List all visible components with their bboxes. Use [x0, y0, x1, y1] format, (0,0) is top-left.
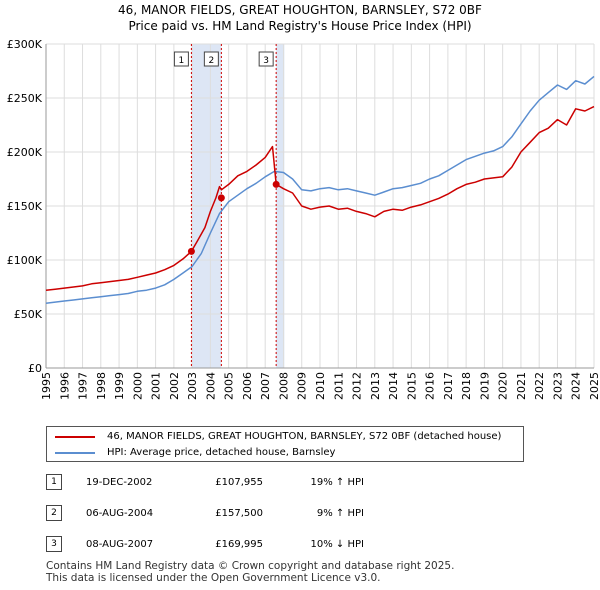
- x-tick-label: 2010: [314, 372, 327, 400]
- x-tick-label: 2016: [424, 372, 437, 400]
- sale-price: £157,500: [215, 508, 263, 519]
- sale-number-badge: 1: [46, 474, 62, 490]
- x-tick-label: 2017: [442, 372, 455, 400]
- price-chart: £0 £50K £100K £150K £200K £250K £300K 1995 1996 1…: [7, 38, 600, 400]
- x-tick-label: 1998: [95, 372, 108, 400]
- x-tick-label: 2011: [332, 372, 345, 400]
- table-row: 3 08-AUG-2007 £169,995 10% ↓ HPI: [46, 536, 546, 554]
- chart-legend: 46, MANOR FIELDS, GREAT HOUGHTON, BARNSL…: [46, 426, 524, 462]
- x-tick-label: 2014: [387, 372, 400, 400]
- legend-swatch-hpi: [55, 452, 95, 454]
- sale-hpi-diff: 10% ↓ HPI: [310, 539, 364, 550]
- sale-number-badge: 2: [46, 505, 62, 521]
- legend-label-hpi: HPI: Average price, detached house, Barn…: [107, 447, 336, 458]
- x-tick-label: 2021: [515, 372, 528, 400]
- x-tick-label: 2001: [150, 372, 163, 400]
- sale-hpi-diff: 19% ↑ HPI: [310, 477, 364, 488]
- y-tick-label: £150K: [7, 200, 43, 213]
- sale-label: 1: [179, 56, 185, 66]
- sale-label: 3: [263, 56, 269, 66]
- sale-hpi-diff: 9% ↑ HPI: [316, 508, 364, 519]
- footer-license: This data is licensed under the Open Gov…: [46, 572, 381, 584]
- sale-point: [187, 247, 195, 255]
- x-tick-label: 2008: [277, 372, 290, 400]
- x-tick-label: 2019: [478, 372, 491, 400]
- sale-price: £169,995: [215, 539, 263, 550]
- x-tick-label: 2002: [168, 372, 181, 400]
- sale-date: 06-AUG-2004: [86, 508, 154, 519]
- legend-swatch-property: [55, 436, 95, 438]
- y-tick-label: £200K: [7, 146, 43, 159]
- y-tick-label: £250K: [7, 92, 43, 105]
- footer-copyright: Contains HM Land Registry data © Crown c…: [46, 560, 455, 572]
- chart-title-line1: 46, MANOR FIELDS, GREAT HOUGHTON, BARNSL…: [118, 3, 482, 17]
- y-tick-label: £0: [28, 362, 42, 375]
- x-tick-label: 1999: [113, 372, 126, 400]
- sale-label-box: [258, 51, 274, 67]
- sale-number-badge: 3: [46, 536, 62, 552]
- chart-title-line2: Price paid vs. HM Land Registry's House …: [128, 19, 472, 33]
- x-tick-label: 2023: [551, 372, 564, 400]
- x-tick-label: 2018: [460, 372, 473, 400]
- y-tick-label: £100K: [7, 254, 43, 267]
- x-tick-label: 2022: [533, 372, 546, 400]
- sale-label-box: [203, 51, 219, 67]
- x-tick-label: 2003: [186, 372, 199, 400]
- x-tick-label: 2024: [570, 372, 583, 400]
- sale-date: 19-DEC-2002: [86, 477, 153, 488]
- x-tick-label: 2015: [405, 372, 418, 400]
- x-tick-label: 2012: [351, 372, 364, 400]
- x-tick-label: 2025: [588, 372, 600, 400]
- sale-date: 08-AUG-2007: [86, 539, 154, 550]
- sale-label-box: [173, 51, 189, 67]
- sale-price: £107,955: [215, 477, 263, 488]
- x-tick-label: 1995: [40, 372, 53, 400]
- x-tick-label: 1996: [58, 372, 71, 400]
- x-tick-label: 2000: [131, 372, 144, 400]
- x-tick-label: 2020: [497, 372, 510, 400]
- x-tick-label: 2009: [296, 372, 309, 400]
- y-tick-label: £300K: [7, 38, 43, 51]
- sale-point: [272, 180, 280, 188]
- sale-label: 2: [208, 56, 214, 66]
- sale-point: [217, 194, 225, 202]
- y-tick-label: £50K: [14, 308, 43, 321]
- x-tick-label: 2013: [369, 372, 382, 400]
- table-row: 1 19-DEC-2002 £107,955 19% ↑ HPI: [46, 474, 546, 492]
- x-tick-label: 2004: [204, 372, 217, 400]
- x-tick-label: 2005: [223, 372, 236, 400]
- x-tick-label: 2006: [241, 372, 254, 400]
- series-line-hpi: [45, 75, 595, 304]
- x-tick-label: 2007: [259, 372, 272, 400]
- x-tick-label: 1997: [77, 372, 90, 400]
- table-row: 2 06-AUG-2004 £157,500 9% ↑ HPI: [46, 505, 546, 523]
- legend-label-property: 46, MANOR FIELDS, GREAT HOUGHTON, BARNSL…: [107, 431, 502, 442]
- series-line-property: [45, 105, 595, 291]
